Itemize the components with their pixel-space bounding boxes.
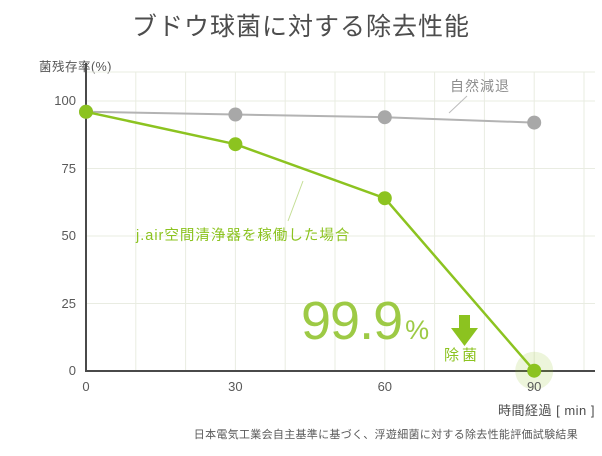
removal-caption: 除菌 <box>444 347 481 364</box>
x-tick-label: 60 <box>377 379 393 394</box>
natural-decay-data-point <box>377 110 392 125</box>
x-tick-label: 0 <box>82 379 90 394</box>
x-axis-title: 時間経過 [ min ] <box>497 403 595 418</box>
chart-title: ブドウ球菌に対する除去性能 <box>131 13 470 41</box>
device-data-point <box>228 137 243 152</box>
y-tick-label: 75 <box>61 160 76 176</box>
footnote: 日本電気工業会自主基準に基づく、浮遊細菌に対する除去性能評価試験結果 <box>193 429 578 441</box>
device-label-leader-line <box>287 180 304 222</box>
device-data-point <box>377 191 392 206</box>
natural-decay-series-line <box>85 110 535 124</box>
y-tick-label: 50 <box>61 228 76 243</box>
removal-rate-unit: % <box>405 315 430 345</box>
device-data-point <box>79 104 93 119</box>
removal-rate-value: 99.9 <box>301 291 403 351</box>
x-tick-label: 90 <box>526 379 542 394</box>
removal-rate-highlight: 99.9 % <box>301 294 429 348</box>
natural-decay-data-point <box>228 107 243 122</box>
device-series-label: j.air空間清浄器を稼働した場合 <box>136 228 351 244</box>
device-data-point <box>527 363 542 378</box>
x-tick-label: 30 <box>228 379 243 394</box>
y-axis-title: 菌残存率(%) <box>39 60 112 74</box>
y-tick-label: 0 <box>68 363 76 378</box>
device-series-line <box>85 110 536 372</box>
y-tick-label: 25 <box>61 295 76 311</box>
y-tick-label: 100 <box>54 93 76 108</box>
natural-decay-leader-line <box>448 95 468 114</box>
natural-decay-data-point <box>527 115 542 130</box>
down-arrow-icon <box>451 315 478 346</box>
natural-decay-series-label: 自然減退 <box>450 78 510 94</box>
